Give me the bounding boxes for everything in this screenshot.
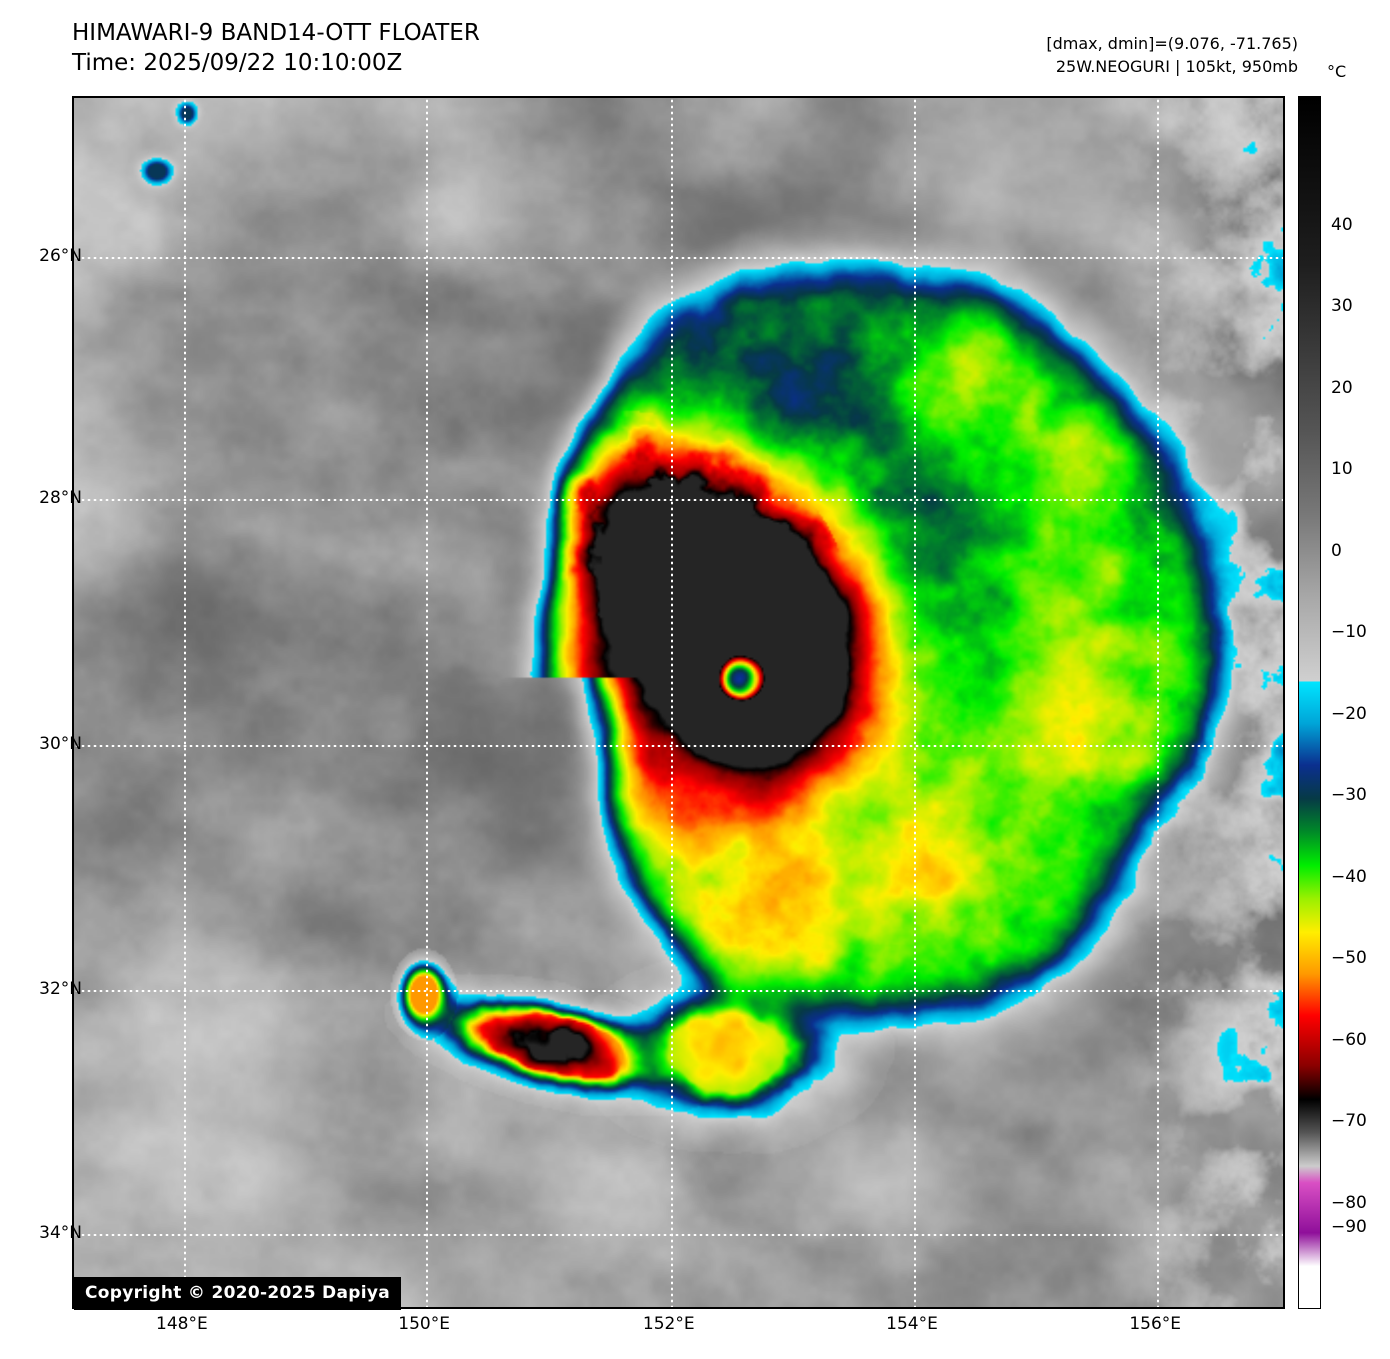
timestamp-label: Time: 2025/09/22 10:10:00Z (72, 50, 403, 76)
lat-tick-label: 30°N (39, 734, 82, 754)
lon-tick-label: 148°E (156, 1314, 208, 1334)
temperature-colorbar[interactable] (1298, 96, 1321, 1309)
data-range-label: [dmax, dmin]=(9.076, -71.765) (1046, 34, 1298, 53)
lon-tick-label: 154°E (886, 1314, 938, 1334)
lon-tick-label: 150°E (398, 1314, 450, 1334)
colorbar-tick-label: −40 (1331, 866, 1367, 887)
colorbar-tick-label: −50 (1331, 948, 1367, 969)
lon-tick-label: 156°E (1129, 1314, 1182, 1334)
colorbar-tick-label: −80 (1331, 1192, 1367, 1213)
header-left-block: HIMAWARI-9 BAND14-OTT FLOATER Time: 2025… (72, 18, 480, 78)
colorbar-gradient (1299, 97, 1320, 1308)
colorbar-tick-label: −20 (1331, 703, 1367, 724)
colorbar-tick-label: 30 (1331, 296, 1353, 317)
lat-tick-label: 34°N (39, 1222, 82, 1243)
colorbar-tick-label: −70 (1331, 1111, 1367, 1132)
page-title: HIMAWARI-9 BAND14-OTT FLOATER (72, 20, 480, 46)
lat-tick-label: 28°N (39, 488, 82, 509)
colorbar-tick-label: 0 (1331, 540, 1342, 561)
colorbar-unit-label: °C (1327, 62, 1347, 81)
header-right-block: [dmax, dmin]=(9.076, -71.765) 25W.NEOGUR… (1046, 32, 1298, 78)
colorbar-tick-label: −90 (1331, 1217, 1367, 1238)
colorbar-tick-label: −10 (1331, 622, 1367, 643)
colorbar-tick-label: 40 (1331, 214, 1353, 235)
colorbar-tick-label: −60 (1331, 1029, 1367, 1050)
colorbar-tick-label: 10 (1331, 459, 1353, 480)
satellite-image-plot[interactable] (72, 96, 1285, 1309)
infrared-satellite-canvas (74, 98, 1283, 1307)
colorbar-tick-label: 20 (1331, 377, 1353, 398)
copyright-banner: Copyright © 2020-2025 Dapiya (74, 1277, 401, 1310)
lon-tick-label: 152°E (642, 1314, 695, 1334)
lat-tick-label: 32°N (39, 978, 82, 999)
colorbar-tick-label: −30 (1331, 785, 1367, 806)
storm-info-label: 25W.NEOGURI | 105kt, 950mb (1055, 57, 1298, 76)
lat-tick-label: 26°N (39, 245, 82, 266)
